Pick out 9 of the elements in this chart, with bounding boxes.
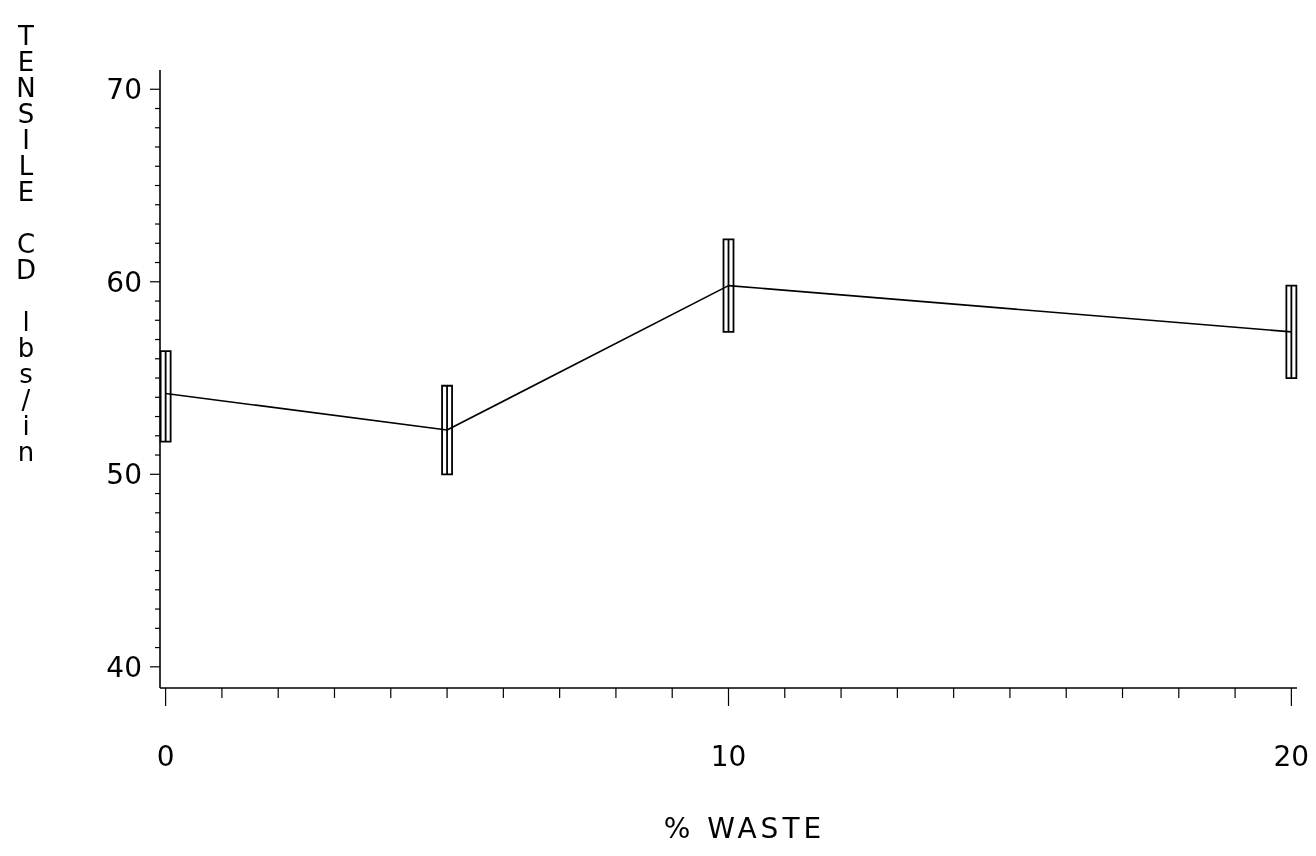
y-tick-label: 40 bbox=[106, 650, 142, 684]
x-axis-title: % WASTE bbox=[663, 812, 826, 845]
x-tick-label: 20 bbox=[1273, 740, 1310, 773]
x-tick-label: 0 bbox=[156, 740, 175, 773]
y-tick-label: 50 bbox=[106, 458, 142, 492]
text: TENSILE CD lbs/in bbox=[15, 20, 37, 467]
x-tick-label: 10 bbox=[710, 740, 747, 773]
y-tick-label: 70 bbox=[106, 73, 142, 107]
y-tick-label: 60 bbox=[106, 265, 142, 299]
